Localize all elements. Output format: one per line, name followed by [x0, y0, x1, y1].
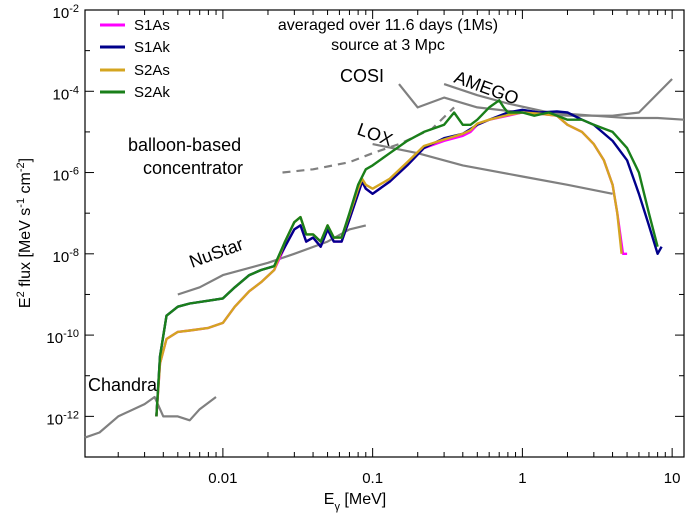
y-tick-base: 10: [53, 249, 70, 266]
label-balloon-concentrator-line1: balloon-based: [128, 135, 241, 155]
x-tick-labels: 0.01 0.1 1 10: [208, 470, 680, 487]
y-axis-label-s-sup: -1: [15, 198, 27, 208]
y-tick-exponent: -4: [69, 84, 79, 96]
x-tick-label: 10: [664, 470, 681, 487]
x-axis-label-main: E: [324, 491, 335, 508]
y-tick-exponent: -8: [69, 247, 79, 259]
y-tick-base: 10: [53, 86, 70, 103]
y-tick-label: 10-12: [46, 409, 79, 428]
series-line-s2ak: [155, 99, 659, 417]
y-axis-label-mid: flux [MeV s: [17, 208, 34, 292]
label-nustar: NuStar: [187, 234, 246, 272]
y-axis-label-cm-sup: -2: [15, 162, 27, 172]
y-tick-base: 10: [53, 5, 70, 22]
y-axis-label-pre: E: [17, 297, 34, 308]
chart-title-line1: averaged over 11.6 days (1Ms): [278, 17, 498, 34]
legend-label-s1as: S1As: [134, 17, 170, 34]
legend-label-s2ak: S2Ak: [134, 84, 170, 101]
instrument-curve-lox: [372, 143, 613, 195]
y-axis-label-pre-sup: 2: [15, 291, 27, 297]
y-tick-base: 10: [46, 411, 63, 428]
legend-label-s1ak: S1Ak: [134, 39, 170, 56]
y-tick-label: 10-4: [53, 84, 79, 103]
chart-title-line2: source at 3 Mpc: [331, 37, 445, 54]
y-tick-label: 10-6: [53, 166, 79, 185]
data-series: [155, 99, 663, 417]
x-tick-label: 0.1: [362, 470, 383, 487]
y-tick-label: 10-2: [53, 3, 79, 22]
y-axis-label-cm: cm: [17, 172, 34, 198]
y-tick-label: 10-10: [46, 328, 79, 347]
x-tick-label: 0.01: [208, 470, 237, 487]
label-chandra: Chandra: [88, 375, 158, 395]
x-axis-label: Eγ [MeV]: [324, 491, 386, 513]
label-balloon-concentrator-line2: concentrator: [143, 158, 243, 178]
y-axis-label: E2 flux [MeV s-1 cm-2]: [15, 158, 34, 308]
y-tick-base: 10: [53, 168, 70, 185]
instrument-curve-chandra: [84, 395, 217, 439]
y-tick-exponent: -6: [69, 166, 79, 178]
y-axis-label-post: ]: [17, 158, 34, 162]
y-tick-exponent: -12: [63, 409, 79, 421]
y-tick-exponent: -10: [63, 328, 79, 340]
x-tick-label: 1: [518, 470, 526, 487]
plot-frame: [84, 9, 685, 458]
label-cosi: COSI: [340, 66, 384, 86]
x-axis-label-unit: [MeV]: [340, 491, 386, 508]
y-tick-base: 10: [46, 330, 63, 347]
y-tick-label: 10-8: [53, 247, 79, 266]
x-axis-label-sub: γ: [334, 501, 340, 513]
legend: S1As S1Ak S2As S2Ak: [100, 17, 170, 101]
legend-label-s2as: S2As: [134, 62, 170, 79]
tick-marks: [85, 9, 684, 458]
series-line-s1ak: [155, 108, 663, 417]
y-tick-exponent: -2: [69, 3, 79, 15]
